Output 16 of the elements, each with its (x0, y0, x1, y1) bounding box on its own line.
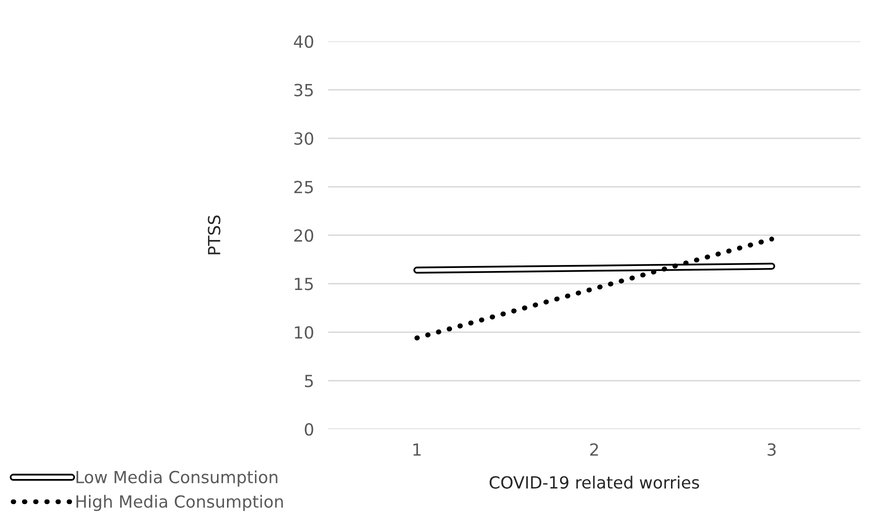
x-tick-label: 3 (768, 443, 776, 456)
legend-label: High Media Consumption (76, 494, 283, 512)
x-tick-label: 2 (590, 443, 598, 456)
x-axis-title: COVID-19 related worries (490, 476, 700, 489)
y-axis-title: PTSS (208, 215, 220, 254)
y-tick-label: 0 (304, 423, 314, 436)
y-tick-label: 25 (294, 180, 313, 194)
legend-label: Low Media Consumption (76, 470, 278, 487)
y-tick-label: 35 (294, 84, 313, 96)
y-tick-label: 30 (294, 132, 314, 145)
y-tick-label: 10 (294, 326, 314, 339)
y-tick-label: 5 (304, 374, 313, 388)
x-tick-label: 1 (413, 444, 421, 456)
y-tick-label: 40 (294, 35, 314, 48)
y-tick-label: 15 (294, 278, 313, 290)
y-tick-label: 20 (294, 229, 314, 242)
